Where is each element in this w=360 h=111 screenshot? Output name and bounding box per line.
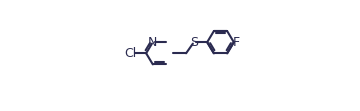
Text: N: N xyxy=(148,36,157,49)
Text: S: S xyxy=(190,36,198,49)
Text: F: F xyxy=(232,36,239,49)
Text: Cl: Cl xyxy=(125,47,137,60)
